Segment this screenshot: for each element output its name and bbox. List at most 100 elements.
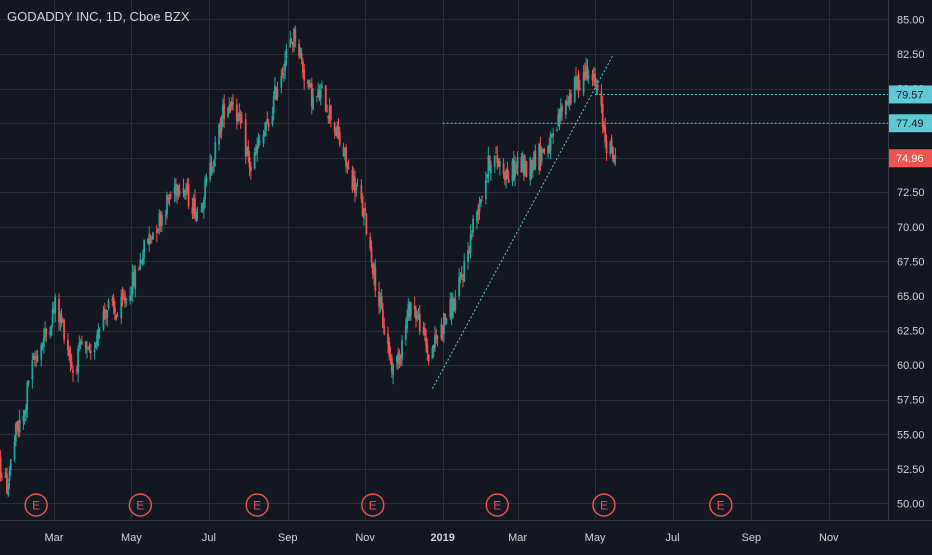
candle-body	[19, 419, 21, 432]
candle-body	[410, 302, 412, 315]
time-tick-label: May	[585, 532, 606, 544]
candle-body	[195, 212, 197, 221]
candle-body	[120, 297, 122, 318]
time-tick-label: Sep	[278, 532, 298, 544]
candle-body	[366, 215, 368, 234]
price-tick-label: 70.00	[897, 222, 925, 234]
candle-body	[326, 111, 328, 112]
candle-body	[250, 166, 252, 171]
candle-body	[503, 163, 505, 174]
candle-body	[381, 297, 383, 310]
candle-body	[371, 247, 373, 262]
time-tick-label: Nov	[355, 532, 375, 544]
candle-body	[71, 362, 73, 367]
candle-body	[28, 380, 30, 383]
candle-body	[383, 327, 385, 334]
candle-body	[507, 168, 509, 179]
candle-body	[283, 73, 285, 75]
candle-body	[434, 335, 436, 348]
candle-body	[446, 318, 448, 323]
candle-body	[9, 471, 11, 481]
candle-body	[614, 156, 616, 159]
candle-body	[117, 315, 119, 317]
candle-body	[23, 416, 25, 421]
candle-body	[170, 195, 172, 196]
candle-body	[45, 329, 47, 334]
time-tick-label: 2019	[430, 532, 454, 544]
candle-body	[480, 200, 482, 205]
candle-body	[113, 298, 115, 308]
candle-body	[541, 151, 543, 162]
candle-body	[485, 180, 487, 199]
candle-body	[531, 160, 533, 173]
candle-body	[454, 299, 456, 311]
price-tag-label: 77.49	[896, 118, 924, 130]
price-tick-label: 82.50	[897, 49, 925, 61]
candle-body	[43, 338, 45, 347]
price-tick-label: 62.50	[897, 326, 925, 338]
time-tick-label: May	[121, 532, 142, 544]
candle-body	[294, 29, 296, 40]
candle-body	[0, 457, 1, 478]
candle-body	[108, 300, 110, 308]
candle-body	[316, 96, 318, 97]
candle-body	[68, 349, 70, 356]
candle-body	[265, 122, 267, 130]
candle-body	[508, 179, 510, 183]
candle-body	[303, 70, 305, 81]
candle-body	[494, 155, 496, 167]
candle-body	[150, 236, 152, 237]
candle-body	[517, 157, 519, 168]
candle-body	[463, 262, 465, 282]
candle-body	[392, 365, 394, 375]
candle-body	[10, 459, 12, 470]
candle-body	[72, 370, 74, 373]
time-tick-label: Nov	[819, 532, 839, 544]
candle-body	[399, 354, 401, 363]
candle-body	[203, 200, 205, 209]
candle-body	[594, 75, 596, 87]
candle-body	[87, 348, 89, 349]
candle-body	[272, 116, 274, 125]
candle-body	[148, 234, 150, 245]
candle-body	[611, 138, 613, 146]
candle-body	[264, 132, 266, 137]
candle-body	[401, 340, 403, 359]
candle-body	[37, 355, 39, 360]
candle-body	[432, 348, 434, 359]
earnings-marker-label: E	[253, 499, 261, 513]
candle-body	[247, 147, 249, 156]
candle-body	[472, 219, 474, 233]
candle-body	[579, 88, 581, 90]
candle-body	[152, 233, 154, 240]
candle-body	[490, 165, 492, 174]
candle-body	[40, 346, 42, 360]
candle-body	[67, 340, 69, 350]
candle-body	[125, 298, 127, 300]
time-tick-label: Mar	[508, 532, 527, 544]
earnings-marker-label: E	[493, 499, 501, 513]
candle-body	[458, 277, 460, 296]
price-tick-label: 50.00	[897, 498, 925, 510]
candle-body	[161, 215, 163, 225]
candle-body	[390, 356, 392, 357]
candle-body	[114, 308, 116, 313]
candle-body	[16, 421, 18, 429]
candle-body	[78, 343, 80, 347]
candle-body	[495, 153, 497, 154]
candle-body	[280, 76, 282, 88]
time-tick-label: Sep	[742, 532, 762, 544]
price-tick-label: 57.50	[897, 395, 925, 407]
candle-body	[104, 309, 106, 314]
price-tick-label: 52.50	[897, 464, 925, 476]
candle-body	[204, 179, 206, 199]
candle-body	[238, 112, 240, 113]
earnings-marker-label: E	[717, 499, 725, 513]
candle-body	[212, 170, 214, 171]
candle-body	[499, 161, 501, 167]
candle-body	[364, 208, 366, 211]
candle-body	[237, 113, 239, 121]
candle-body	[346, 165, 348, 167]
